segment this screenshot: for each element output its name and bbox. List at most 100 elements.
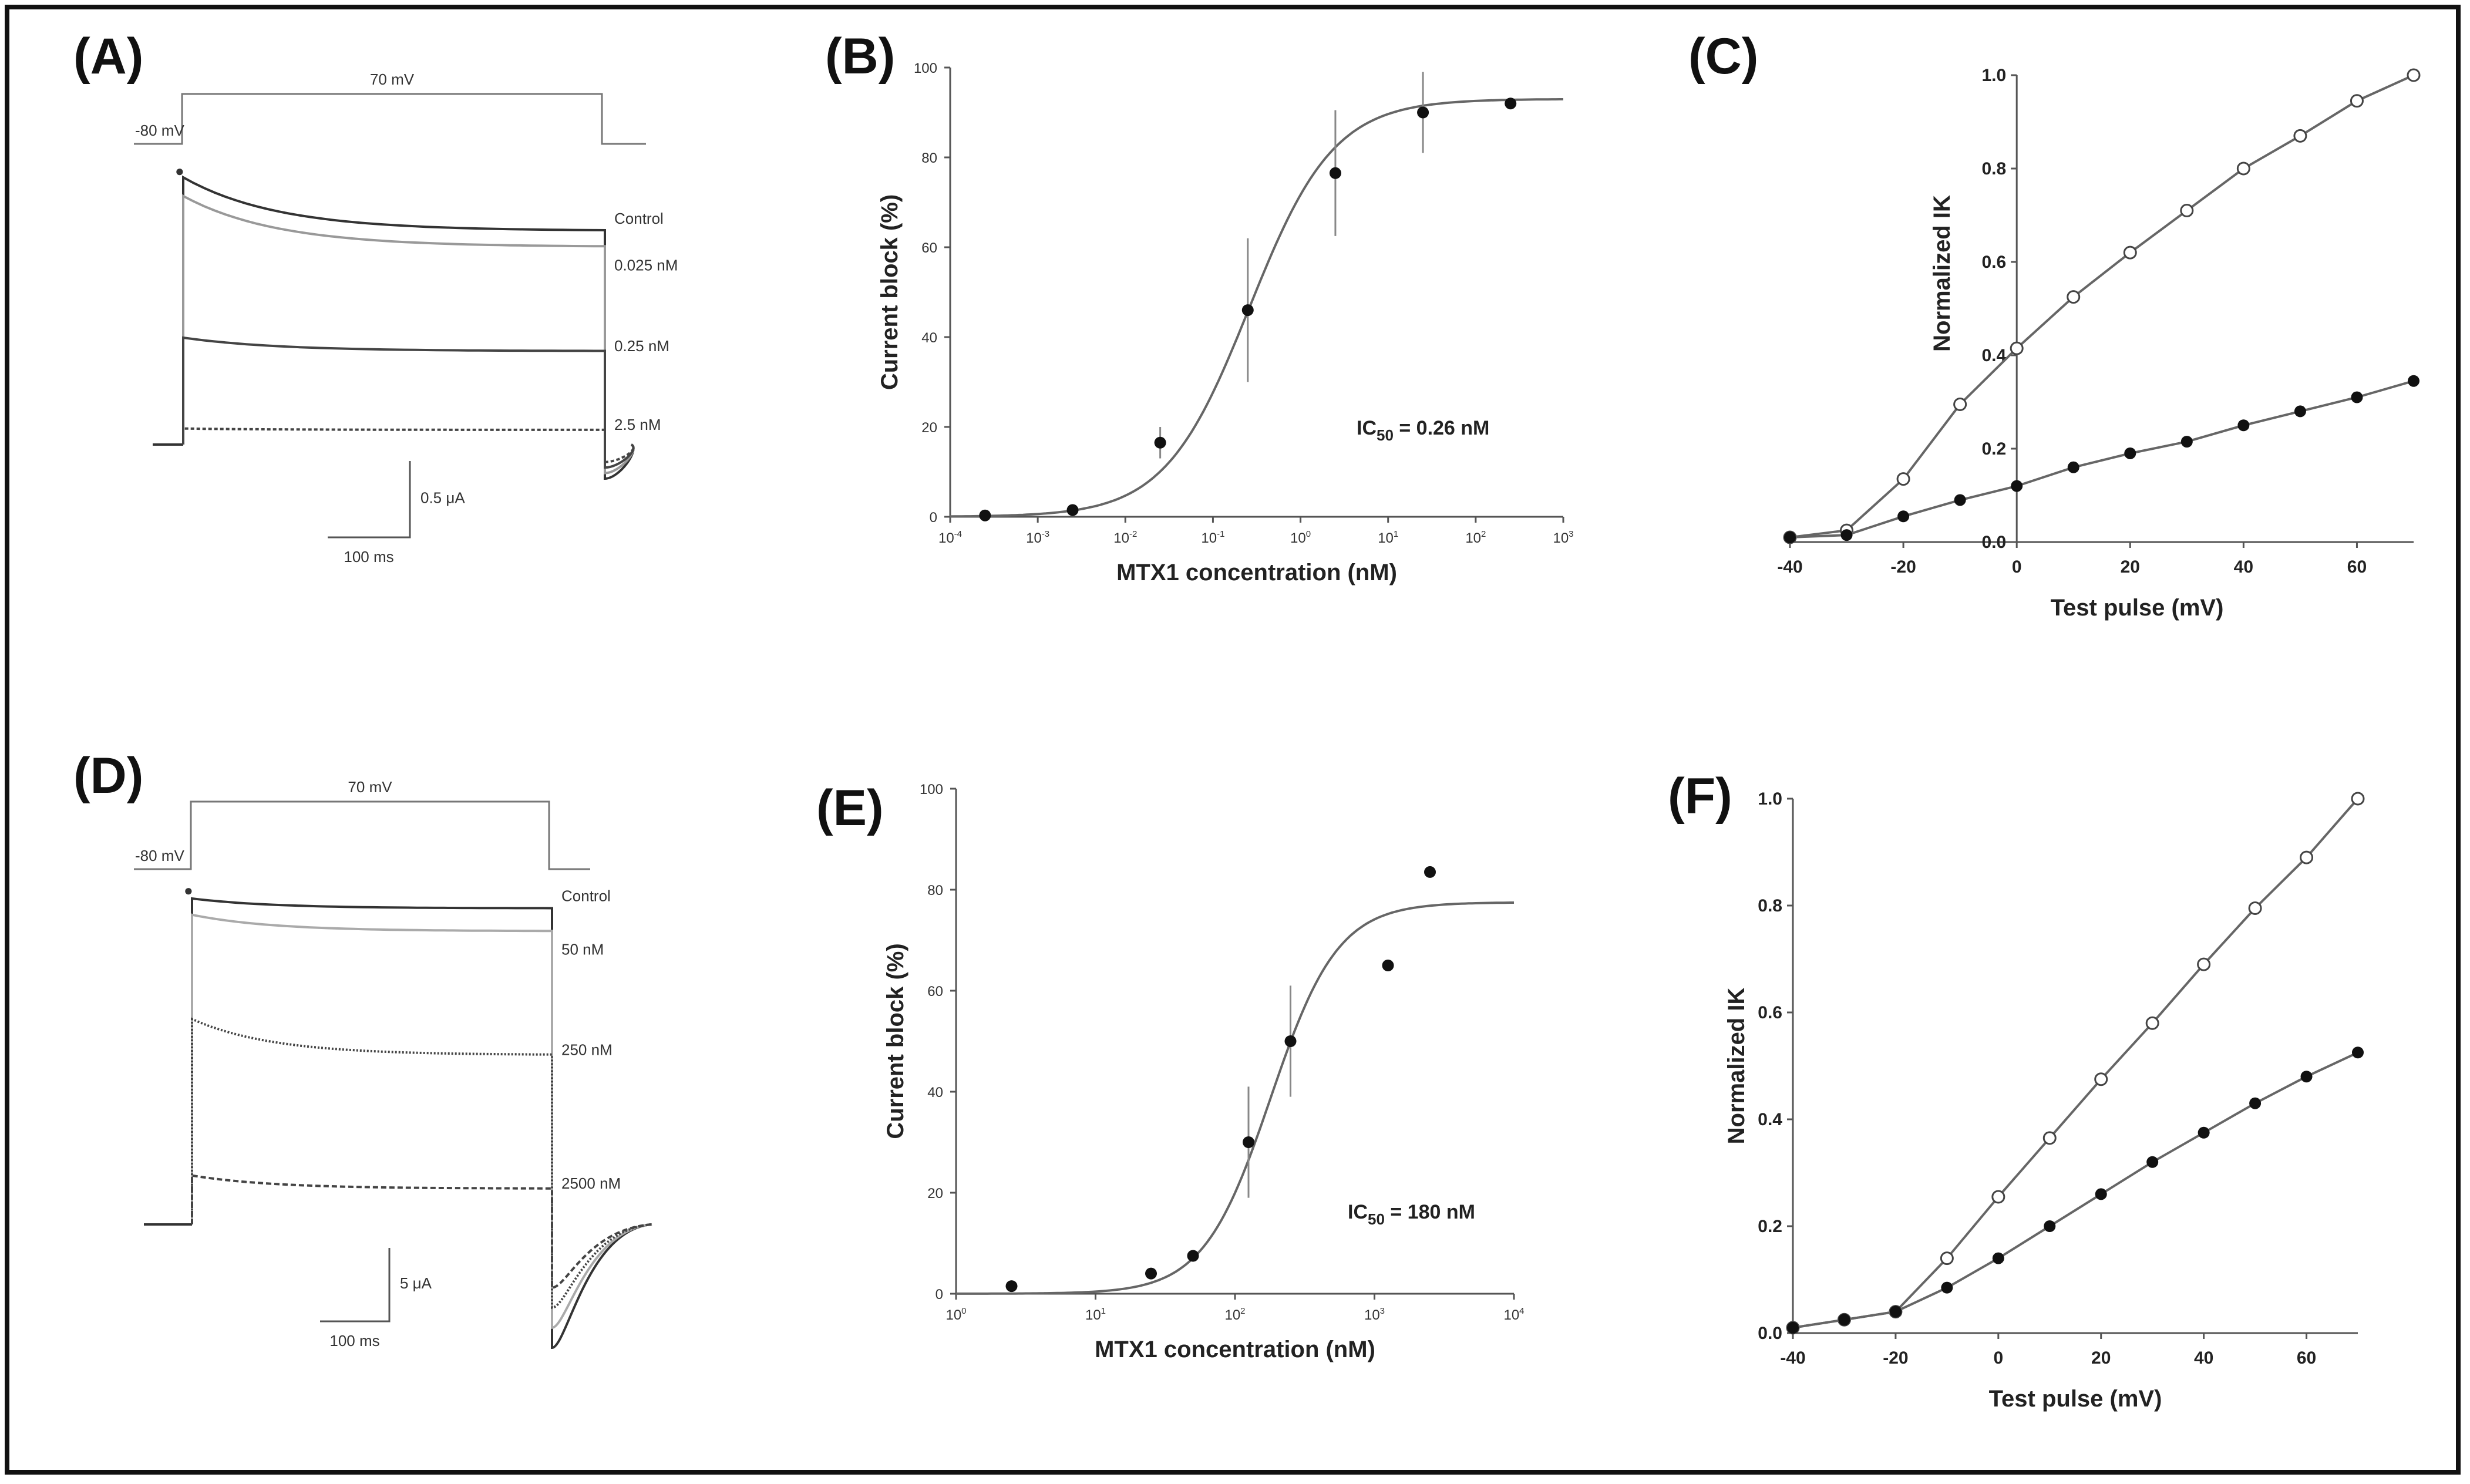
y-tick-label: 1.0	[1981, 66, 2006, 85]
data-point-filled	[2300, 1071, 2313, 1083]
ic50-annotation: IC50 = 0.26 nM	[1357, 417, 1489, 444]
data-point-filled	[2095, 1188, 2107, 1200]
panel-a: -80 mV 70 mV ● Control 0.025 nM 0.25 nM 2.5 nM…	[134, 70, 678, 566]
series-line	[1789, 74, 2414, 539]
y-tick-label: 80	[927, 883, 943, 899]
scale-bar	[320, 1248, 391, 1323]
y-tick-label: 60	[927, 984, 943, 1000]
data-point-filled	[1954, 494, 1966, 506]
x-tick-label: -40	[1780, 1348, 1805, 1368]
data-point-open	[2236, 161, 2250, 176]
scale-bar-x-label: 100 ms	[344, 548, 393, 566]
data-point-open	[1991, 1190, 2005, 1204]
data-point	[1382, 960, 1394, 971]
x-tick-label: 10-2	[1113, 529, 1137, 546]
x-tick-label: 60	[2347, 557, 2367, 577]
step-potential-label: 70 mV	[348, 778, 392, 796]
data-point-filled	[1838, 1314, 1850, 1326]
data-point-open	[2293, 129, 2307, 143]
figure-frame	[5, 5, 2461, 1475]
x-tick-label: 101	[1378, 529, 1398, 546]
data-point	[1417, 106, 1429, 119]
y-tick-label: 1.0	[1758, 789, 1782, 809]
data-point-filled	[2180, 436, 2193, 448]
data-point	[1329, 167, 1341, 179]
scale-bar-y-label: 5 μA	[400, 1274, 432, 1292]
data-point	[1145, 1267, 1157, 1280]
y-tick-label: 0.0	[1981, 533, 2006, 552]
y-axis-label: Normalized IK	[1929, 195, 1955, 352]
y-axis-label: Normalized IK	[1724, 988, 1749, 1145]
y-tick-label: 0.8	[1758, 896, 1782, 916]
data-point-filled	[1889, 1305, 1902, 1318]
x-tick-label: -20	[1883, 1348, 1908, 1368]
data-point-open	[2407, 68, 2421, 82]
data-point-filled	[2067, 461, 2079, 473]
x-axis-label: MTX1 concentration (nM)	[1116, 560, 1397, 585]
y-axis-label: Current block (%)	[883, 943, 908, 1139]
y-tick-label: 40	[921, 330, 937, 346]
panel-f: 0.0 0.2 0.4 0.6 0.8 1.0 -40 -20 0 20 40 60 Test puls…	[1724, 789, 2365, 1412]
y-tick-label: 0.6	[1758, 1003, 1782, 1022]
trace-label: Control	[614, 210, 664, 227]
trace-label: 2500 nM	[561, 1175, 621, 1192]
step-potential-label: 70 mV	[370, 70, 415, 88]
x-tick-label: 20	[2121, 557, 2140, 577]
y-tick-label: 0.0	[1758, 1324, 1782, 1343]
x-axis-label: Test pulse (mV)	[2051, 595, 2224, 621]
data-point-open	[1896, 472, 1910, 486]
data-point-open	[2300, 850, 2314, 864]
holding-potential-label: -80 mV	[135, 847, 184, 864]
data-point	[1284, 1035, 1297, 1047]
x-tick-label: 100	[945, 1306, 966, 1323]
current-trace	[191, 897, 652, 1350]
current-trace	[191, 913, 652, 1329]
voltage-protocol	[134, 93, 646, 145]
y-tick-label: 100	[920, 782, 943, 797]
data-point-filled	[2352, 1046, 2364, 1059]
y-tick-label: 100	[914, 60, 937, 76]
panel-label-a: (A)	[73, 28, 143, 85]
data-point-open	[2042, 1131, 2057, 1145]
data-point-filled	[2237, 419, 2250, 432]
data-point-filled	[1992, 1252, 2004, 1264]
y-tick-label: 0.8	[1981, 159, 2006, 179]
data-point-filled	[1784, 531, 1796, 544]
current-trace	[191, 1017, 652, 1309]
y-tick-label: 20	[927, 1186, 943, 1202]
x-tick-label: -20	[1890, 557, 1916, 577]
data-point	[1243, 1136, 1255, 1148]
panel-d: -80 mV 70 mV ● Control 50 nM 250 nM 2500 nM 5 μ…	[134, 778, 652, 1350]
x-tick-label: 100	[1290, 529, 1311, 546]
data-point-filled	[2124, 447, 2136, 459]
y-tick-label: 0	[930, 510, 937, 526]
y-tick-label: 60	[921, 240, 937, 256]
data-point	[979, 509, 991, 521]
data-point-filled	[1941, 1281, 1953, 1294]
data-point-filled	[2408, 375, 2419, 387]
y-tick-label: 0.4	[1758, 1110, 1782, 1129]
data-point-open	[2067, 290, 2081, 304]
trace-label: 0.25 nM	[614, 337, 669, 355]
peak-marker: ●	[184, 881, 193, 899]
data-point-filled	[2146, 1156, 2159, 1168]
y-tick-label: 20	[921, 420, 937, 436]
data-point	[1241, 304, 1254, 317]
x-axis-label: Test pulse (mV)	[1989, 1386, 2162, 1412]
x-tick-label: 10-1	[1201, 529, 1224, 546]
panel-e: 0 20 40 60 80 100 100 101 102 103 104 MTX1 concentr…	[883, 782, 1525, 1362]
current-trace	[182, 175, 635, 480]
x-tick-label: 102	[1224, 1306, 1245, 1323]
data-point-open	[2180, 204, 2194, 218]
series-line	[1792, 1051, 2358, 1329]
x-tick-label: 40	[2234, 557, 2253, 577]
data-point-open	[2350, 94, 2364, 108]
x-tick-label: 10-4	[938, 529, 962, 546]
holding-potential-label: -80 mV	[135, 122, 184, 139]
x-axis-label: MTX1 concentration (nM)	[1095, 1337, 1375, 1362]
y-tick-label: 0.2	[1981, 439, 2006, 459]
data-point-open	[2248, 901, 2262, 916]
y-axis-label: Current block (%)	[877, 194, 903, 390]
x-tick-label: 0	[1993, 1348, 2003, 1368]
